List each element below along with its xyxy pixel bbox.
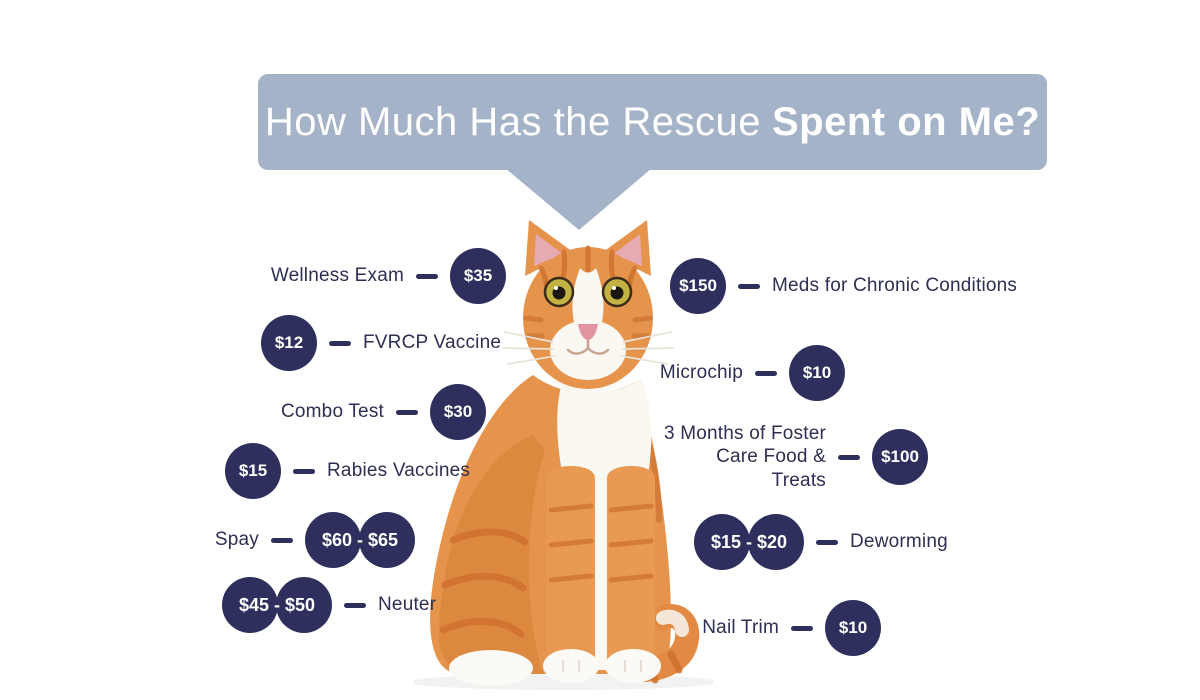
price-value: $30 xyxy=(443,402,473,421)
title-bold-text: Spent on Me? xyxy=(771,99,1041,144)
cost-item-spay: Spay $60 - $65 xyxy=(215,512,415,568)
cost-item-nail-trim: Nail Trim $10 xyxy=(702,600,881,656)
connector-line xyxy=(293,468,315,474)
price-bubble: $35 xyxy=(450,248,506,304)
item-label-line1: 3 Months of Foster xyxy=(663,423,826,445)
cost-item-wellness-exam: Wellness Exam $35 xyxy=(271,248,506,304)
price-value: $45 - $50 xyxy=(238,594,316,615)
connector-line xyxy=(416,273,438,279)
cat-eyes xyxy=(543,276,633,308)
cat-head xyxy=(502,220,674,392)
item-label: Deworming xyxy=(850,531,948,552)
price-bubble: $15 xyxy=(225,443,281,499)
cost-item-microchip: Microchip $10 xyxy=(660,345,845,401)
connector-line xyxy=(396,409,418,415)
speech-bubble-tail xyxy=(505,168,652,230)
title-regular-text: How Much Has the Rescue xyxy=(264,99,761,144)
item-label: Combo Test xyxy=(280,401,384,422)
price-value: $100 xyxy=(881,447,919,466)
cat-front-legs xyxy=(547,466,655,666)
connector-line xyxy=(791,625,813,631)
item-label: Meds for Chronic Conditions xyxy=(772,275,1018,296)
item-label: 3 Months of Foster Care Food & Treats xyxy=(658,422,826,492)
cost-item-foster-care-food: 3 Months of Foster Care Food & Treats $10… xyxy=(658,423,928,491)
price-value: $150 xyxy=(679,276,717,295)
cat-paws xyxy=(449,649,661,686)
item-label-line2: Care Food & Treats xyxy=(716,446,826,491)
price-bubble: $10 xyxy=(789,345,845,401)
cost-item-meds-chronic: $150 Meds for Chronic Conditions xyxy=(670,258,1017,314)
cheek-stripes xyxy=(523,315,653,339)
cat-whiskers xyxy=(502,331,674,365)
connector-line xyxy=(755,370,777,376)
price-value: $12 xyxy=(274,333,304,352)
cat-nose-mouth xyxy=(566,324,610,355)
price-bubble: $100 xyxy=(872,429,928,485)
title-speech-bubble: How Much Has the Rescue Spent on Me? xyxy=(258,74,1047,170)
price-value: $10 xyxy=(838,618,868,637)
connector-line xyxy=(344,602,366,608)
cat-illustration xyxy=(413,220,713,690)
cost-item-combo-test: Combo Test $30 xyxy=(281,384,486,440)
item-label: Rabies Vaccines xyxy=(327,460,471,481)
connector-line xyxy=(838,454,860,460)
cost-item-deworming: $15 - $20 Deworming xyxy=(694,514,948,570)
cost-item-rabies-vaccines: $15 Rabies Vaccines xyxy=(225,443,470,499)
connector-line xyxy=(329,340,351,346)
cost-item-fvrcp-vaccine: $12 FVRCP Vaccine xyxy=(261,315,501,371)
item-label: Spay xyxy=(214,529,259,550)
price-range-bubble: $60 - $65 xyxy=(305,512,415,568)
price-value: $10 xyxy=(802,363,832,382)
price-bubble: $150 xyxy=(670,258,726,314)
price-value: $60 - $65 xyxy=(321,529,399,550)
price-bubble: $30 xyxy=(430,384,486,440)
item-label: Nail Trim xyxy=(702,617,779,638)
cost-item-neuter: $45 - $50 Neuter xyxy=(222,577,436,633)
price-bubble: $10 xyxy=(825,600,881,656)
price-range-bubble: $45 - $50 xyxy=(222,577,332,633)
price-value: $35 xyxy=(463,266,493,285)
price-value: $15 - $20 xyxy=(710,531,788,552)
connector-line xyxy=(271,537,293,543)
price-range-bubble: $15 - $20 xyxy=(694,514,804,570)
cat-ears xyxy=(525,220,651,276)
item-label: Neuter xyxy=(378,594,437,615)
item-label: Wellness Exam xyxy=(270,265,404,286)
price-bubble: $12 xyxy=(261,315,317,371)
price-value: $15 xyxy=(238,461,268,480)
item-label: Microchip xyxy=(659,362,743,383)
connector-line xyxy=(738,283,760,289)
connector-line xyxy=(816,539,838,545)
item-label: FVRCP Vaccine xyxy=(363,332,502,353)
